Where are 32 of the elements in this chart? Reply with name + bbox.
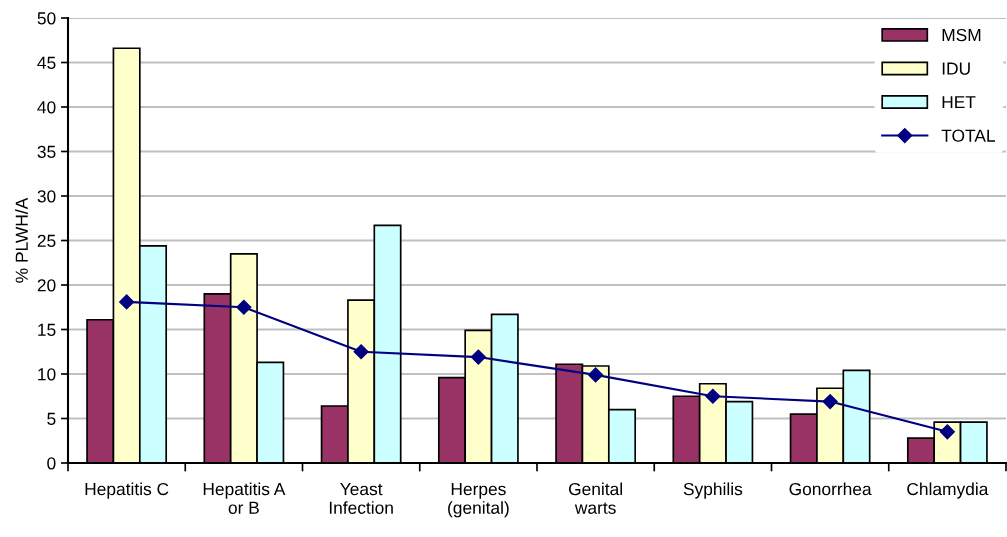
y-tick-label: 0	[47, 457, 56, 470]
x-tick-label: Yeast Infection	[329, 483, 393, 514]
point	[705, 388, 721, 404]
point	[470, 349, 486, 365]
point	[939, 424, 955, 440]
point	[119, 294, 135, 310]
y-tick-label: 30	[37, 190, 56, 203]
y-tick-label: 25	[37, 234, 56, 247]
x-tick-label: Chlamydia	[907, 482, 989, 499]
x-tick-label: Gonorrhea	[789, 482, 872, 496]
y-tick-label: 15	[38, 323, 56, 336]
y-tick-label: 35	[37, 145, 56, 158]
y-tick-label: 5	[47, 412, 56, 425]
y-tick-label: 50	[37, 12, 56, 25]
x-tick-label: Hepatitis A or B	[203, 482, 286, 514]
x-tick-label: Hepatitis C	[85, 482, 169, 499]
legend-label: TOTAL	[941, 129, 995, 142]
point	[236, 299, 252, 315]
y-tick-label: 10	[38, 368, 56, 381]
x-tick-label: Syphilis	[683, 482, 743, 499]
y-tick-label: 45	[37, 56, 56, 69]
legend-label: MSM	[942, 28, 981, 42]
y-axis-title: % PLWH/A	[15, 197, 28, 283]
point	[822, 394, 838, 410]
y-tick-label: 20	[37, 279, 56, 292]
point	[353, 344, 369, 360]
point	[588, 367, 604, 383]
legend-label: IDU	[942, 62, 970, 75]
x-tick-label: Herpes (genital)	[448, 483, 509, 518]
y-tick-label: 40	[37, 101, 56, 114]
legend-label: HET	[942, 96, 976, 109]
x-tick-label: Genital warts	[568, 482, 622, 514]
